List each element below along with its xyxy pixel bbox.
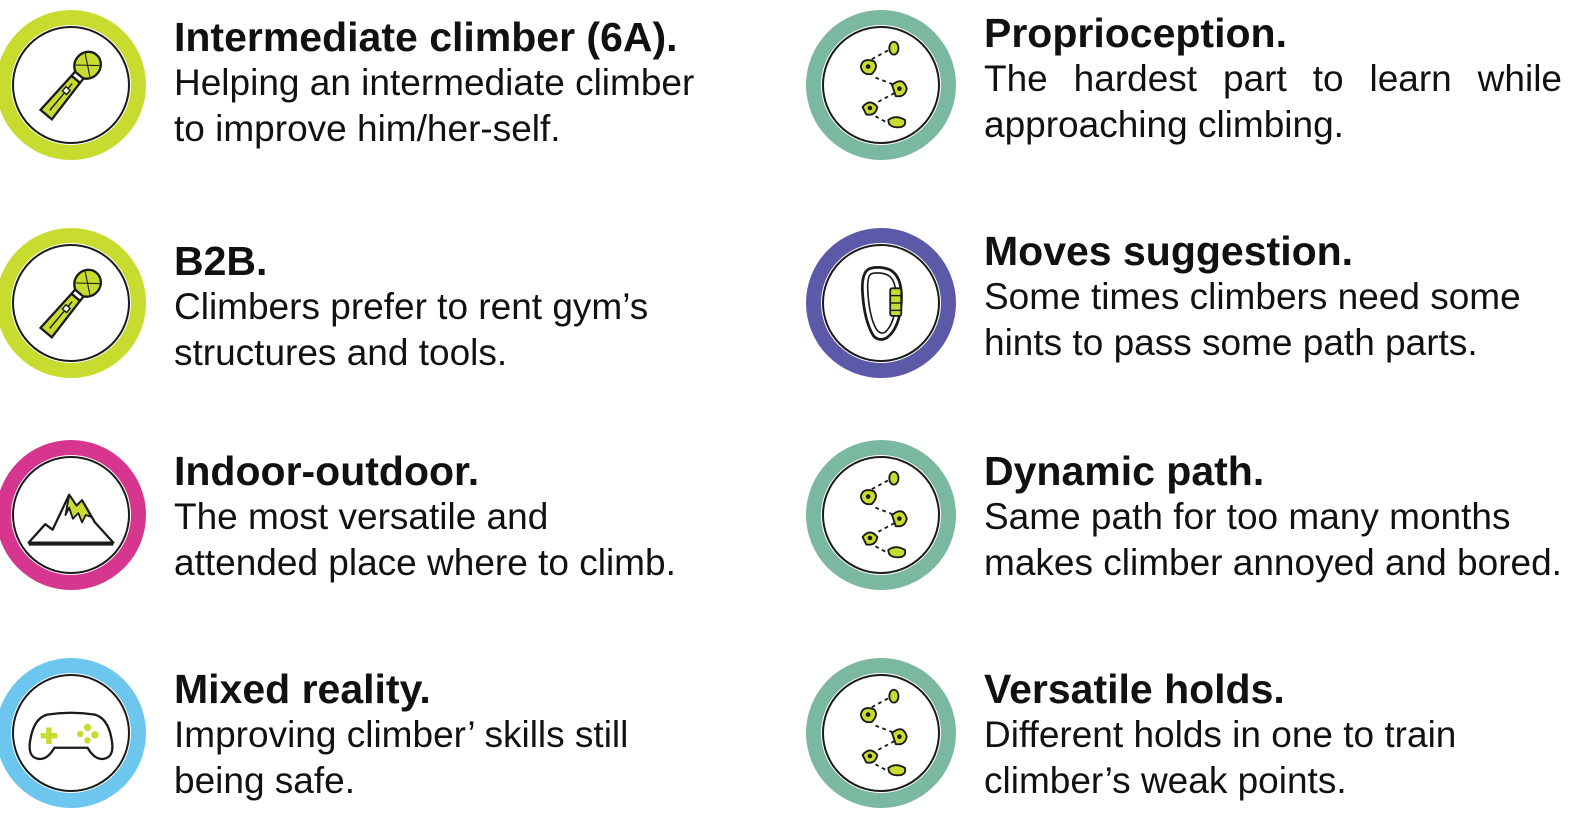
feature-description: The hardest part to learn while approach…	[984, 56, 1562, 148]
badge-ring	[0, 440, 146, 590]
feature-mixed-reality: Mixed reality. Improving climber’ skills…	[0, 658, 776, 818]
feature-text: Moves suggestion. Some times climbers ne…	[984, 228, 1521, 366]
feature-title: Moves suggestion.	[984, 228, 1354, 274]
badge-inner	[12, 456, 130, 574]
feature-description: Climbers prefer to rent gym’s structures…	[174, 284, 648, 376]
description-line: Some times climbers need some	[984, 276, 1521, 317]
description-line: The most versatile and	[174, 496, 549, 537]
climbing-holds-icon	[859, 688, 908, 777]
description-line: Helping an intermediate climber	[174, 62, 695, 103]
feature-title: B2B.	[174, 238, 268, 284]
description-line: structures and tools.	[174, 332, 508, 373]
feature-description: Some times climbers need some hints to p…	[984, 274, 1521, 366]
feature-text: Versatile holds. Different holds in one …	[984, 666, 1456, 804]
microphone-icon	[38, 268, 102, 339]
description-line: being safe.	[174, 760, 356, 801]
feature-moves-suggestion: Moves suggestion. Some times climbers ne…	[806, 228, 1586, 388]
climbing-holds-icon	[859, 470, 908, 559]
badge-ring	[0, 10, 146, 160]
feature-title: Indoor-outdoor.	[174, 448, 480, 494]
feature-text: Mixed reality. Improving climber’ skills…	[174, 666, 628, 804]
description-line: approaching climbing.	[984, 104, 1344, 145]
badge-inner	[12, 674, 130, 792]
feature-versatile-holds: Versatile holds. Different holds in one …	[806, 658, 1586, 818]
description-line: attended place where to climb.	[174, 542, 676, 583]
description-line: climber’s weak points.	[984, 760, 1347, 801]
badge-inner	[822, 456, 940, 574]
feature-b2b: B2B. Climbers prefer to rent gym’s struc…	[0, 228, 776, 388]
feature-title: Versatile holds.	[984, 666, 1285, 712]
mountain-icon	[27, 493, 115, 546]
description-line: Climbers prefer to rent gym’s	[174, 286, 649, 327]
feature-text: Dynamic path. Same path for too many mon…	[984, 448, 1562, 586]
badge-ring	[806, 658, 956, 808]
description-line: to improve him/her-self.	[174, 108, 561, 149]
feature-dynamic-path: Dynamic path. Same path for too many mon…	[806, 440, 1586, 600]
description-line: Improving climber’ skills still	[174, 714, 629, 755]
feature-indoor-outdoor: Indoor-outdoor. The most versatile and a…	[0, 440, 776, 600]
description-line: hints to pass some path parts.	[984, 322, 1478, 363]
gamepad-icon	[28, 711, 114, 761]
feature-text: Intermediate climber (6A). Helping an in…	[174, 14, 694, 152]
feature-title: Dynamic path.	[984, 448, 1265, 494]
feature-intermediate-climber: Intermediate climber (6A). Helping an in…	[0, 10, 776, 170]
description-line: Different holds in one to train	[984, 714, 1457, 755]
feature-description: The most versatile and attended place wh…	[174, 494, 676, 586]
badge-ring	[806, 440, 956, 590]
feature-title: Proprioception.	[984, 10, 1287, 56]
microphone-icon	[38, 50, 102, 121]
feature-proprioception: Proprioception. The hardest part to lear…	[806, 10, 1586, 170]
badge-ring	[806, 228, 956, 378]
feature-text: Proprioception. The hardest part to lear…	[984, 10, 1562, 148]
badge-ring	[0, 658, 146, 808]
climbing-holds-icon	[859, 40, 908, 129]
feature-description: Different holds in one to train climber’…	[984, 712, 1456, 804]
feature-description: Improving climber’ skills still being sa…	[174, 712, 628, 804]
badge-inner	[822, 674, 940, 792]
carabiner-icon	[860, 266, 903, 341]
feature-text: Indoor-outdoor. The most versatile and a…	[174, 448, 676, 586]
badge-inner	[12, 26, 130, 144]
feature-description: Helping an intermediate climber to impro…	[174, 60, 694, 152]
badge-inner	[12, 244, 130, 362]
feature-title: Mixed reality.	[174, 666, 431, 712]
feature-text: B2B. Climbers prefer to rent gym’s struc…	[174, 238, 648, 376]
badge-ring	[0, 228, 146, 378]
description-line: makes climber annoyed and bored.	[984, 542, 1562, 583]
feature-description: Same path for too many months makes clim…	[984, 494, 1562, 586]
badge-inner	[822, 244, 940, 362]
description-line: The hardest part to learn while	[984, 58, 1562, 99]
badge-inner	[822, 26, 940, 144]
feature-title: Intermediate climber (6A).	[174, 14, 678, 60]
badge-ring	[806, 10, 956, 160]
description-line: Same path for too many months	[984, 496, 1511, 537]
